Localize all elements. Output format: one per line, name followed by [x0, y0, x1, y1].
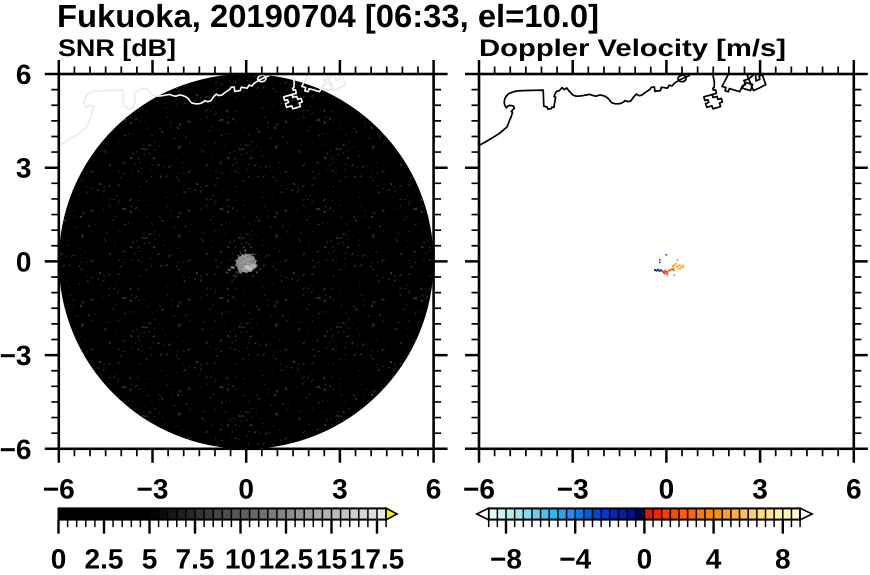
svg-text:7.5: 7.5	[176, 544, 215, 571]
svg-text:4: 4	[706, 544, 722, 571]
svg-text:−6: −6	[43, 474, 75, 505]
svg-text:0: 0	[16, 246, 32, 277]
svg-text:0: 0	[51, 544, 67, 571]
svg-text:3: 3	[752, 474, 768, 505]
svg-text:6: 6	[16, 59, 32, 90]
svg-text:3: 3	[16, 153, 32, 184]
svg-text:10: 10	[225, 544, 256, 571]
svg-text:SNR [dB]: SNR [dB]	[58, 35, 176, 62]
svg-text:Fukuoka, 20190704 [06:33, el=1: Fukuoka, 20190704 [06:33, el=10.0]	[57, 0, 599, 34]
svg-text:−3: −3	[137, 474, 169, 505]
svg-text:0: 0	[659, 474, 675, 505]
svg-text:2.5: 2.5	[85, 544, 124, 571]
svg-text:−8: −8	[490, 544, 522, 571]
svg-text:−6: −6	[0, 434, 32, 465]
svg-text:8: 8	[775, 544, 791, 571]
svg-text:6: 6	[426, 474, 442, 505]
svg-text:−3: −3	[557, 474, 589, 505]
svg-text:0: 0	[637, 544, 653, 571]
svg-text:15: 15	[316, 544, 347, 571]
svg-text:3: 3	[332, 474, 348, 505]
svg-text:Doppler Velocity [m/s]: Doppler Velocity [m/s]	[479, 35, 786, 62]
svg-text:6: 6	[846, 474, 862, 505]
svg-text:12.5: 12.5	[259, 544, 314, 571]
svg-text:0: 0	[238, 474, 254, 505]
svg-text:17.5: 17.5	[350, 544, 405, 571]
svg-text:5: 5	[142, 544, 158, 571]
svg-text:−4: −4	[559, 544, 591, 571]
svg-text:−6: −6	[463, 474, 495, 505]
svg-text:−3: −3	[0, 340, 32, 371]
